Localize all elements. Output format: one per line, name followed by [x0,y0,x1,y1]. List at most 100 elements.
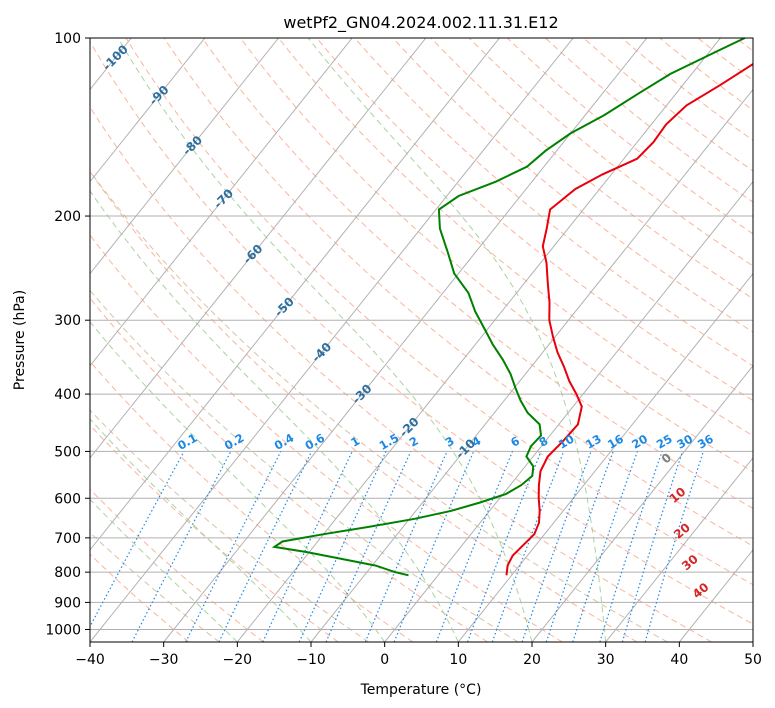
chart-title: wetPf2_GN04.2024.002.11.31.E12 [283,13,558,33]
mixing-ratio-label: 20 [629,432,650,452]
mixing-ratio-line [393,451,475,642]
isotherm-line [90,38,574,642]
dry-adiabat [354,38,753,367]
x-tick-label: 40 [670,652,688,668]
x-tick-label: 10 [449,652,467,668]
x-tick-label: −40 [75,652,105,668]
isotherm-label: -70 [211,186,236,211]
isotherm-line [90,38,353,367]
y-axis-label: Pressure (hPa) [12,290,28,390]
x-tick-label: −10 [296,652,326,668]
mixing-ratio-line [435,451,514,642]
y-tick-label: 600 [54,491,81,507]
isotherm-line [90,38,500,551]
mixing-ratio-label: 16 [605,432,626,452]
mixing-ratio-label: 25 [654,432,675,452]
dry-adiabat [90,424,339,642]
dry-adiabat [659,38,753,111]
y-tick-label: 500 [54,444,81,460]
x-tick-label: 50 [744,652,762,668]
moist-adiabat [117,38,533,642]
mixing-ratio-line [621,451,684,642]
mixing-ratio-label: 1.5 [377,431,402,453]
dry-adiabat [90,297,488,642]
dry-adiabat [90,488,264,642]
dry-adiabat [90,40,753,625]
isotherm-line [0,38,58,642]
dry-adiabat [468,38,753,267]
dry-adiabat [735,38,753,52]
isotherm-label: -100 [100,42,131,73]
isotherm-line [163,38,648,642]
isotherm-line [605,457,753,642]
isotherm-label: -40 [309,340,334,365]
y-tick-label: 400 [54,387,81,403]
y-tick-label: 800 [54,565,81,581]
dry-adiabat [163,38,753,547]
isotherm-line [678,549,753,642]
moist-adiabat [90,418,312,642]
x-tick-label: −20 [223,652,253,668]
moist-adiabat [90,190,459,642]
mixing-ratio-label: 0.1 [175,431,200,453]
y-tick-label: 1000 [45,622,81,638]
mixing-ratio-label: 2 [407,434,421,450]
mixing-ratio-label: 6 [508,434,522,450]
mixing-ratio-line [545,451,614,642]
mixing-ratio-line [521,451,592,642]
x-tick-label: 0 [380,652,389,668]
mixing-ratio-label: 36 [695,432,716,452]
y-tick-label: 900 [54,595,81,611]
isotherm-line [752,641,753,642]
theta-e-label: 30 [679,552,701,573]
mixing-ratio-line [325,451,412,642]
dry-adiabat [90,106,712,642]
mixing-ratio-label: 8 [537,434,551,450]
isotherm-line [236,38,721,642]
dry-adiabat [90,553,190,642]
dry-adiabat [506,38,753,235]
mixing-ratio-line [90,451,185,628]
dry-adiabat [316,38,753,402]
x-tick-label: −30 [149,652,179,668]
theta-e-label: 40 [690,580,712,601]
isotherm-label: -60 [240,242,265,267]
adiabat-reference [0,38,70,642]
moist-adiabat [307,38,607,642]
adiabat-reference [90,531,220,642]
isotherm-label: -30 [349,381,374,406]
mixing-ratio-label: 3 [443,434,457,450]
plot-frame [89,37,754,643]
theta-e-label: 0 [659,450,674,466]
adiabat-reference [90,289,519,642]
y-tick-label: 300 [54,313,81,329]
mixing-ratio-label: 0.2 [222,431,247,453]
mixing-ratio-line [491,451,565,642]
mixing-ratio-label: 30 [674,432,695,452]
temperature-profile [505,62,753,576]
mixing-ratio-line [262,451,353,642]
dry-adiabat [583,38,753,172]
mixing-ratio-line [599,451,663,642]
mixing-ratio-line [218,451,313,642]
isotherm-line [457,272,753,642]
isotherm-line [90,38,206,183]
isotherm-line [90,38,279,275]
y-tick-label: 700 [54,531,81,547]
mixing-ratio-label: 10 [556,432,577,452]
mixing-ratio-label: 13 [583,432,604,452]
moist-adiabat [90,498,238,642]
mixing-ratio-label: 1 [348,434,362,450]
dry-adiabat [278,38,753,437]
y-tick-label: 200 [54,209,81,225]
x-axis-label: Temperature (°C) [360,682,482,698]
dry-adiabat [125,38,753,586]
mixing-ratio-line [466,451,542,642]
dewpoint-profile [271,38,746,577]
isotherm-line [90,38,427,459]
mixing-ratio-line [364,451,448,642]
mixing-ratio-line [572,451,638,642]
theta-e-label: 20 [671,520,693,541]
